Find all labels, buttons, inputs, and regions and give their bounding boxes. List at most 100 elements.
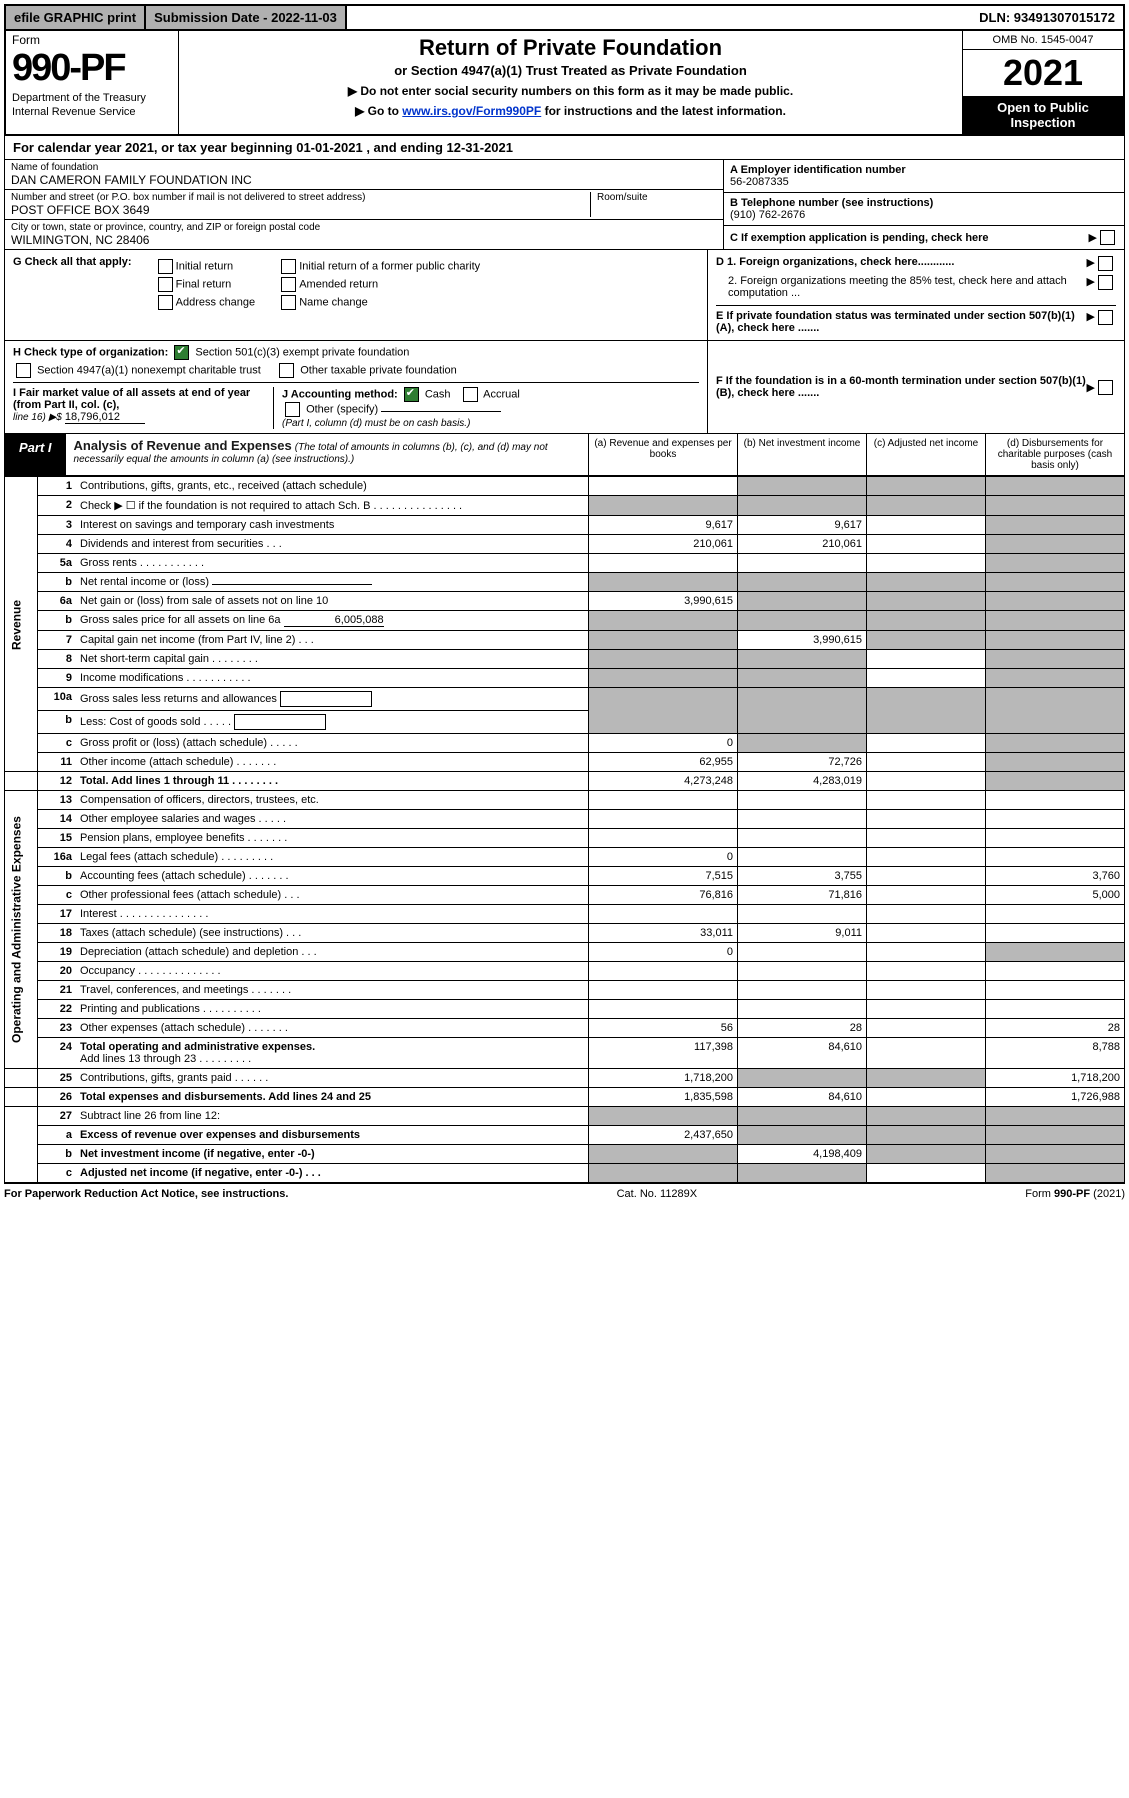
cell-value: 9,617 [738, 516, 867, 535]
amended-return-checkbox[interactable] [281, 277, 296, 292]
cell-value: 7,515 [589, 867, 738, 886]
row-desc: Interest . . . . . . . . . . . . . . . [76, 905, 589, 924]
cell-value: 76,816 [589, 886, 738, 905]
i-label: I Fair market value of all assets at end… [13, 387, 250, 411]
other-taxable-checkbox[interactable] [279, 363, 294, 378]
ein-label: A Employer identification number [730, 164, 1118, 176]
row-num: 15 [38, 829, 77, 848]
cell-value: 1,718,200 [589, 1069, 738, 1088]
efile-print-button[interactable]: efile GRAPHIC print [6, 6, 146, 29]
irs-link[interactable]: www.irs.gov/Form990PF [402, 104, 541, 118]
cell-value: 3,755 [738, 867, 867, 886]
form-word: Form [12, 33, 172, 47]
row-num: 14 [38, 810, 77, 829]
name-change-label: Name change [299, 296, 368, 308]
4947-checkbox[interactable] [16, 363, 31, 378]
check-options-block: G Check all that apply: Initial return F… [4, 250, 1125, 341]
ssn-warning: ▶ Do not enter social security numbers o… [189, 84, 952, 98]
row-desc: Other income (attach schedule) . . . . .… [76, 753, 589, 772]
accrual-checkbox[interactable] [463, 387, 478, 402]
row-num: 12 [38, 772, 77, 791]
row-desc: Total expenses and disbursements. Add li… [76, 1088, 589, 1107]
e-label: E If private foundation status was termi… [716, 310, 1087, 334]
form-title: Return of Private Foundation [189, 35, 952, 61]
phone-value: (910) 762-2676 [730, 209, 1118, 221]
cell-value: 0 [589, 848, 738, 867]
d1-checkbox[interactable] [1098, 256, 1113, 271]
row-num: a [38, 1126, 77, 1145]
col-b-header: (b) Net investment income [737, 434, 866, 475]
other-method-label: Other (specify) [306, 403, 378, 415]
row-num: 25 [38, 1069, 77, 1088]
cash-label: Cash [425, 388, 451, 400]
cell-value: 1,835,598 [589, 1088, 738, 1107]
dept-treasury: Department of the Treasury [12, 92, 172, 104]
form-header: Form 990-PF Department of the Treasury I… [4, 31, 1125, 136]
row-desc: Other employee salaries and wages . . . … [76, 810, 589, 829]
tax-year: 2021 [963, 50, 1123, 96]
row-num: 4 [38, 535, 77, 554]
initial-return-checkbox[interactable] [158, 259, 173, 274]
row-desc: Gross profit or (loss) (attach schedule)… [76, 734, 589, 753]
h-label: H Check type of organization: [13, 346, 168, 358]
row-desc: Net gain or (loss) from sale of assets n… [76, 592, 589, 611]
amended-return-label: Amended return [299, 278, 378, 290]
row-num: 20 [38, 962, 77, 981]
cell-value: 9,617 [589, 516, 738, 535]
row-desc: Income modifications . . . . . . . . . .… [76, 669, 589, 688]
cell-value: 84,610 [738, 1088, 867, 1107]
j-note: (Part I, column (d) must be on cash basi… [282, 418, 470, 429]
f-checkbox[interactable] [1098, 380, 1113, 395]
e-checkbox[interactable] [1098, 310, 1113, 325]
row-desc: Less: Cost of goods sold . . . . . [76, 711, 589, 734]
part-1-header: Part I Analysis of Revenue and Expenses … [4, 434, 1125, 476]
cell-value: 1,726,988 [986, 1088, 1125, 1107]
row-desc: Other professional fees (attach schedule… [76, 886, 589, 905]
cell-value: 3,990,615 [589, 592, 738, 611]
exemption-pending-checkbox[interactable] [1100, 230, 1115, 245]
row-desc: Other expenses (attach schedule) . . . .… [76, 1019, 589, 1038]
col-d-header: (d) Disbursements for charitable purpose… [985, 434, 1124, 475]
cell-value: 62,955 [589, 753, 738, 772]
d2-checkbox[interactable] [1098, 275, 1113, 290]
other-method-checkbox[interactable] [285, 402, 300, 417]
initial-public-checkbox[interactable] [281, 259, 296, 274]
efile-top-bar: efile GRAPHIC print Submission Date - 20… [4, 4, 1125, 31]
row-desc: Subtract line 26 from line 12: [76, 1107, 589, 1126]
d2-label: 2. Foreign organizations meeting the 85%… [716, 275, 1087, 299]
calendar-year-line: For calendar year 2021, or tax year begi… [4, 136, 1125, 160]
open-to-public-badge: Open to Public Inspection [963, 96, 1123, 134]
final-return-checkbox[interactable] [158, 277, 173, 292]
accrual-label: Accrual [483, 388, 520, 400]
revenue-side-label: Revenue [5, 477, 38, 772]
row-desc: Accounting fees (attach schedule) . . . … [76, 867, 589, 886]
cell-value: 56 [589, 1019, 738, 1038]
row-num: 21 [38, 981, 77, 1000]
row-desc: Contributions, gifts, grants, etc., rece… [76, 477, 589, 496]
row-num: 27 [38, 1107, 77, 1126]
paperwork-notice: For Paperwork Reduction Act Notice, see … [4, 1188, 288, 1200]
row-num: 7 [38, 631, 77, 650]
row-num: b [38, 711, 77, 734]
cash-checkbox[interactable] [404, 387, 419, 402]
cell-value: 4,283,019 [738, 772, 867, 791]
cell-value: 71,816 [738, 886, 867, 905]
cell-value: 8,788 [986, 1038, 1125, 1069]
other-taxable-label: Other taxable private foundation [300, 364, 457, 376]
row-num: c [38, 1164, 77, 1183]
row-desc: Compensation of officers, directors, tru… [76, 791, 589, 810]
501c3-checkbox[interactable] [174, 345, 189, 360]
row-desc: Check ▶ ☐ if the foundation is not requi… [76, 496, 589, 516]
cell-value: 9,011 [738, 924, 867, 943]
row-desc: Adjusted net income (if negative, enter … [76, 1164, 589, 1183]
row-desc: Capital gain net income (from Part IV, l… [76, 631, 589, 650]
row-desc: Net rental income or (loss) [76, 573, 589, 592]
form-footer-label: Form 990-PF (2021) [1025, 1188, 1125, 1200]
row-desc: Taxes (attach schedule) (see instruction… [76, 924, 589, 943]
f-label: F If the foundation is in a 60-month ter… [716, 375, 1087, 399]
name-change-checkbox[interactable] [281, 295, 296, 310]
d1-label: D 1. Foreign organizations, check here..… [716, 256, 1087, 271]
room-suite-label: Room/suite [597, 192, 717, 203]
goto-suffix: for instructions and the latest informat… [545, 104, 786, 118]
address-change-checkbox[interactable] [158, 295, 173, 310]
